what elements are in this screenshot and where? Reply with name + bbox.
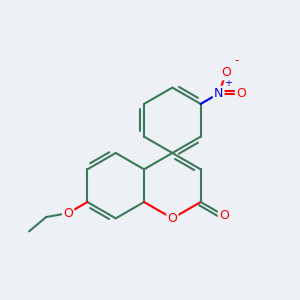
Text: O: O (221, 66, 231, 79)
Text: O: O (219, 209, 229, 222)
Text: O: O (63, 207, 73, 220)
Text: O: O (236, 87, 246, 100)
Text: N: N (214, 87, 224, 100)
Text: +: + (224, 78, 232, 88)
Text: -: - (235, 54, 239, 67)
Text: O: O (167, 212, 177, 225)
